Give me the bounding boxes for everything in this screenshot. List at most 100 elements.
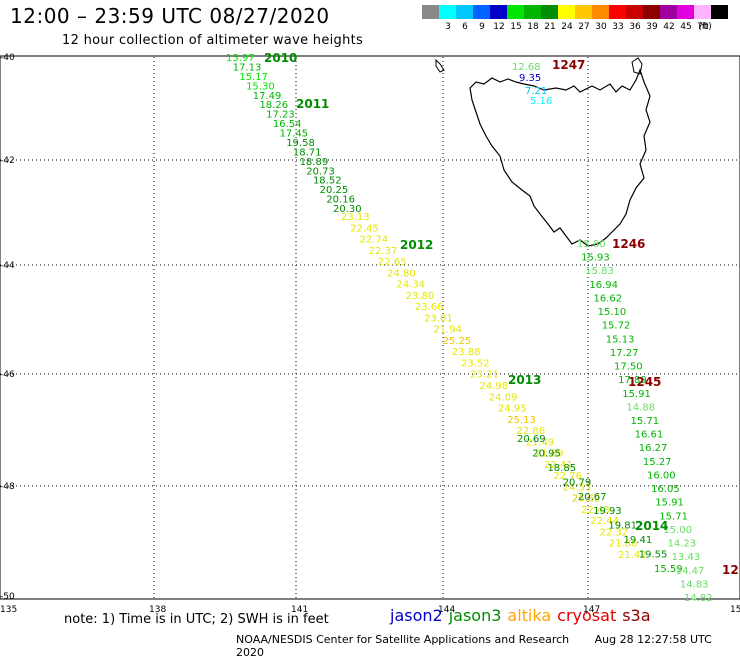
colorbar-swatch <box>694 5 711 19</box>
wave-height-observation: 7.21 <box>525 86 547 97</box>
wave-height-observation: 25.13 <box>507 415 536 426</box>
wave-height-observation: 17.49 <box>253 91 282 102</box>
pass-number-label: 2011 <box>296 97 329 111</box>
colorbar-swatch <box>422 5 439 19</box>
wave-height-observation: 15.80 <box>577 239 606 250</box>
wave-height-observation: 21.42 <box>618 550 647 561</box>
footer-credit: NOAA/NESDIS Center for Satellite Applica… <box>236 633 570 646</box>
wave-height-observation: 14.47 <box>676 566 705 577</box>
wave-height-observation: 15.13 <box>606 334 635 345</box>
footer: NOAA/NESDIS Center for Satellite Applica… <box>236 633 740 659</box>
legend-jason2: jason2 <box>390 606 443 625</box>
colorbar-tick: 45 <box>680 22 692 32</box>
colorbar-swatch <box>524 5 541 19</box>
wave-height-observation: 23.80 <box>406 291 435 302</box>
wave-height-observation: 20.67 <box>578 492 607 503</box>
pass-labels: 2010 2011 2012 2013 2014 1247 1246 1245 12 <box>264 51 739 577</box>
wave-height-observation: 15.00 <box>663 525 692 536</box>
colorbar-tick: 30 <box>595 22 607 32</box>
wave-height-observation: 24.09 <box>489 392 518 403</box>
pass-number-label: 2014 <box>635 519 668 533</box>
colorbar-unit: (ft) <box>698 22 712 32</box>
wave-height-observation: 19.93 <box>593 506 622 517</box>
legend-altika: altika <box>507 606 552 625</box>
page-subtitle: 12 hour collection of altimeter wave hei… <box>62 33 364 48</box>
longitude-tick-label: 147 <box>583 605 600 615</box>
wave-height-observation: 16.94 <box>589 280 618 291</box>
colorbar-swatch <box>558 5 575 19</box>
wave-height-observation: 15.17 <box>239 72 268 83</box>
pass-number-label: 1247 <box>552 58 585 72</box>
wave-height-observation: 22.43 <box>581 505 610 516</box>
colorbar-tick: 18 <box>527 22 539 32</box>
wave-height-observation: 22.32 <box>600 527 629 538</box>
latitude-tick-label: -46 <box>0 370 15 380</box>
wave-height-observation: 15.93 <box>581 253 610 264</box>
colorbar-swatch <box>626 5 643 19</box>
colorbar-swatch <box>592 5 609 19</box>
wave-height-observation: 20.73 <box>306 166 335 177</box>
wave-height-observation: 22.86 <box>516 426 545 437</box>
wave-height-observation: 17.27 <box>610 348 639 359</box>
latitude-tick-label: -48 <box>0 482 15 492</box>
wave-height-observation: 17.50 <box>614 362 643 373</box>
longitude-tick-label: 144 <box>438 605 455 615</box>
latitude-tick-label: -40 <box>0 53 15 63</box>
wave-height-observation: 18.52 <box>313 176 342 187</box>
map-grid: 135 138 141 144 147 150 -40 -42 -44 -46 -48 -50 <box>0 53 740 615</box>
wave-height-observation: 22.44 <box>590 516 619 527</box>
legend-cryosat: cryosat <box>557 606 617 625</box>
wave-height-observation: 15.10 <box>598 307 627 318</box>
colorbar-tick: 21 <box>544 22 556 32</box>
wave-height-observation: 25.25 <box>443 336 472 347</box>
longitude-tick-label: 135 <box>0 605 17 615</box>
wave-height-observation: 13.43 <box>672 552 701 563</box>
wave-height-observation: 19.81 <box>608 521 637 532</box>
colorbar-swatch <box>439 5 456 19</box>
wave-height-observation: 23.52 <box>461 358 490 369</box>
wave-height-observation: 14.23 <box>668 539 697 550</box>
wave-height-observation: 23.88 <box>452 347 481 358</box>
latitude-tick-label: -50 <box>0 592 15 602</box>
colorbar-swatch <box>660 5 677 19</box>
wave-height-observation: 21.86 <box>609 539 638 550</box>
colorbar-tick: 70 <box>697 22 709 32</box>
wave-height-observation: 22.37 <box>369 246 398 257</box>
satellite-legend: jason2 jason3 altika cryosat s3a <box>390 606 657 625</box>
longitude-tick-label: 138 <box>149 605 166 615</box>
colorbar-tick: 42 <box>663 22 675 32</box>
wave-height-observation: 15.71 <box>659 511 688 522</box>
wave-height-observation: 24.98 <box>480 381 509 392</box>
colorbar-swatch <box>507 5 524 19</box>
wave-height-observation: 24.34 <box>396 280 425 291</box>
wave-height-observation: 15.83 <box>585 266 614 277</box>
wave-height-observation: 16.27 <box>639 443 668 454</box>
colorbar-tick: 15 <box>510 22 522 32</box>
colorbar-tick: 27 <box>578 22 590 32</box>
longitude-tick-label: 150 <box>730 605 740 615</box>
wave-height-observation: 22.74 <box>359 235 388 246</box>
wave-height-observation: 14.88 <box>626 402 655 413</box>
page-title: 12:00 – 23:59 UTC 08/27/2020 <box>10 4 330 28</box>
wave-height-observation: 20.30 <box>333 204 362 215</box>
wave-height-observation: 19.55 <box>639 550 668 561</box>
king-island-coastline <box>435 58 445 73</box>
wave-height-observation: 19.41 <box>624 535 653 546</box>
latitude-tick-label: -42 <box>0 156 15 166</box>
wave-height-observation: 5.16 <box>530 96 552 107</box>
wave-height-observation: 16.05 <box>651 484 680 495</box>
wave-height-observation: 20.79 <box>563 477 592 488</box>
wave-height-observation: 18.89 <box>300 157 329 168</box>
wave-height-observation: 17.23 <box>266 110 295 121</box>
colorbar-swatch <box>541 5 558 19</box>
colorbar-swatch <box>711 5 728 19</box>
colorbar-tick: 36 <box>629 22 641 32</box>
wave-height-observation: 17.89 <box>618 375 647 386</box>
pass-number-label: 2012 <box>400 238 433 252</box>
pass-number-label: 1245 <box>628 375 661 389</box>
colorbar-swatch <box>575 5 592 19</box>
colorbar-swatch <box>609 5 626 19</box>
wave-height-observation: 22.76 <box>553 471 582 482</box>
wave-height-observation: 9.35 <box>519 73 541 84</box>
wave-height-observation: 15.72 <box>602 321 631 332</box>
